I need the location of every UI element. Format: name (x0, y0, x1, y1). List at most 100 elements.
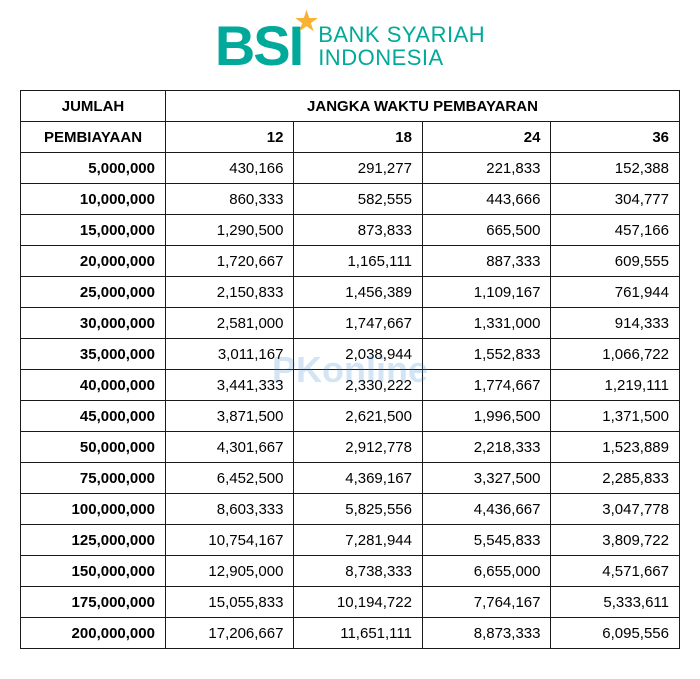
amount-cell: 15,000,000 (21, 215, 166, 246)
logo-line-1: BANK SYARIAH (318, 23, 485, 46)
value-cell: 430,166 (165, 153, 294, 184)
value-cell: 304,777 (551, 184, 680, 215)
value-cell: 5,825,556 (294, 494, 423, 525)
value-cell: 11,651,111 (294, 618, 423, 649)
value-cell: 15,055,833 (165, 587, 294, 618)
table-row: 25,000,0002,150,8331,456,3891,109,167761… (21, 277, 680, 308)
header-jangka-waktu: JANGKA WAKTU PEMBAYARAN (165, 91, 679, 122)
table-row: 15,000,0001,290,500873,833665,500457,166 (21, 215, 680, 246)
header-period-12: 12 (165, 122, 294, 153)
value-cell: 1,996,500 (422, 401, 551, 432)
value-cell: 152,388 (551, 153, 680, 184)
table-row: 150,000,00012,905,0008,738,3336,655,0004… (21, 556, 680, 587)
value-cell: 2,330,222 (294, 370, 423, 401)
value-cell: 8,873,333 (422, 618, 551, 649)
value-cell: 1,456,389 (294, 277, 423, 308)
value-cell: 2,038,944 (294, 339, 423, 370)
amount-cell: 75,000,000 (21, 463, 166, 494)
value-cell: 3,441,333 (165, 370, 294, 401)
value-cell: 582,555 (294, 184, 423, 215)
value-cell: 3,871,500 (165, 401, 294, 432)
amount-cell: 25,000,000 (21, 277, 166, 308)
table-header-row-1: JUMLAH JANGKA WAKTU PEMBAYARAN (21, 91, 680, 122)
value-cell: 5,333,611 (551, 587, 680, 618)
value-cell: 12,905,000 (165, 556, 294, 587)
header-period-24: 24 (422, 122, 551, 153)
value-cell: 1,290,500 (165, 215, 294, 246)
value-cell: 6,095,556 (551, 618, 680, 649)
table-row: 100,000,0008,603,3335,825,5564,436,6673,… (21, 494, 680, 525)
value-cell: 3,011,167 (165, 339, 294, 370)
value-cell: 1,371,500 (551, 401, 680, 432)
value-cell: 17,206,667 (165, 618, 294, 649)
value-cell: 665,500 (422, 215, 551, 246)
logo-text: BANK SYARIAH INDONESIA (318, 23, 485, 69)
table-row: 50,000,0004,301,6672,912,7782,218,3331,5… (21, 432, 680, 463)
table-container: PKonline JUMLAH JANGKA WAKTU PEMBAYARAN … (20, 90, 680, 649)
value-cell: 8,603,333 (165, 494, 294, 525)
star-icon: ★ (295, 8, 316, 34)
value-cell: 609,555 (551, 246, 680, 277)
value-cell: 1,523,889 (551, 432, 680, 463)
value-cell: 1,109,167 (422, 277, 551, 308)
value-cell: 1,066,722 (551, 339, 680, 370)
value-cell: 2,912,778 (294, 432, 423, 463)
table-row: 20,000,0001,720,6671,165,111887,333609,5… (21, 246, 680, 277)
value-cell: 1,720,667 (165, 246, 294, 277)
table-row: 5,000,000430,166291,277221,833152,388 (21, 153, 680, 184)
table-row: 40,000,0003,441,3332,330,2221,774,6671,2… (21, 370, 680, 401)
value-cell: 457,166 (551, 215, 680, 246)
value-cell: 5,545,833 (422, 525, 551, 556)
value-cell: 1,747,667 (294, 308, 423, 339)
value-cell: 3,047,778 (551, 494, 680, 525)
value-cell: 7,281,944 (294, 525, 423, 556)
value-cell: 221,833 (422, 153, 551, 184)
logo-line-2: INDONESIA (318, 46, 485, 69)
value-cell: 4,436,667 (422, 494, 551, 525)
amount-cell: 35,000,000 (21, 339, 166, 370)
value-cell: 860,333 (165, 184, 294, 215)
table-row: 175,000,00015,055,83310,194,7227,764,167… (21, 587, 680, 618)
amount-cell: 20,000,000 (21, 246, 166, 277)
value-cell: 887,333 (422, 246, 551, 277)
value-cell: 8,738,333 (294, 556, 423, 587)
table-row: 125,000,00010,754,1677,281,9445,545,8333… (21, 525, 680, 556)
header-jumlah: JUMLAH (21, 91, 166, 122)
value-cell: 6,655,000 (422, 556, 551, 587)
amount-cell: 200,000,000 (21, 618, 166, 649)
value-cell: 1,219,111 (551, 370, 680, 401)
value-cell: 1,165,111 (294, 246, 423, 277)
value-cell: 1,331,000 (422, 308, 551, 339)
brand-logo: BSI ★ BANK SYARIAH INDONESIA (20, 10, 680, 90)
amount-cell: 40,000,000 (21, 370, 166, 401)
header-period-36: 36 (551, 122, 680, 153)
value-cell: 1,552,833 (422, 339, 551, 370)
table-row: 75,000,0006,452,5004,369,1673,327,5002,2… (21, 463, 680, 494)
value-cell: 10,194,722 (294, 587, 423, 618)
value-cell: 2,581,000 (165, 308, 294, 339)
logo-mark-text: BSI (215, 14, 302, 77)
amount-cell: 30,000,000 (21, 308, 166, 339)
amount-cell: 5,000,000 (21, 153, 166, 184)
value-cell: 873,833 (294, 215, 423, 246)
value-cell: 4,369,167 (294, 463, 423, 494)
value-cell: 3,327,500 (422, 463, 551, 494)
table-row: 30,000,0002,581,0001,747,6671,331,000914… (21, 308, 680, 339)
value-cell: 443,666 (422, 184, 551, 215)
table-header-row-2: PEMBIAYAAN 12 18 24 36 (21, 122, 680, 153)
amount-cell: 175,000,000 (21, 587, 166, 618)
value-cell: 7,764,167 (422, 587, 551, 618)
header-period-18: 18 (294, 122, 423, 153)
value-cell: 2,285,833 (551, 463, 680, 494)
value-cell: 2,621,500 (294, 401, 423, 432)
value-cell: 2,150,833 (165, 277, 294, 308)
value-cell: 291,277 (294, 153, 423, 184)
value-cell: 1,774,667 (422, 370, 551, 401)
header-pembiayaan: PEMBIAYAAN (21, 122, 166, 153)
logo-mark: BSI ★ (215, 18, 302, 74)
amount-cell: 150,000,000 (21, 556, 166, 587)
value-cell: 914,333 (551, 308, 680, 339)
value-cell: 4,571,667 (551, 556, 680, 587)
value-cell: 2,218,333 (422, 432, 551, 463)
value-cell: 6,452,500 (165, 463, 294, 494)
